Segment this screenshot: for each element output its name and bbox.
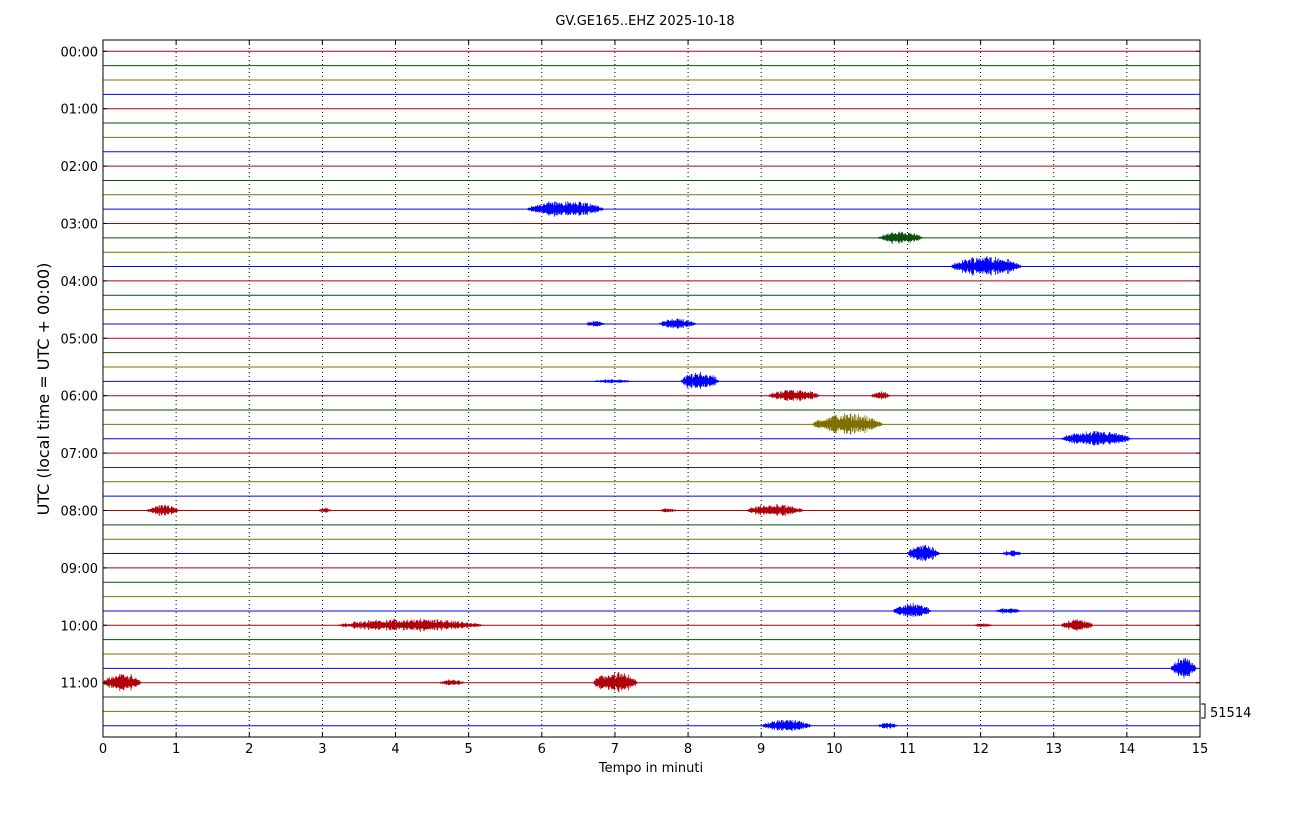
x-tick-label: 11 bbox=[899, 742, 916, 757]
seismic-event bbox=[659, 318, 703, 329]
chart-title: GV.GE165..EHZ 2025-10-18 bbox=[555, 14, 734, 29]
seismic-event bbox=[878, 722, 901, 729]
seismic-event bbox=[319, 507, 332, 513]
x-tick-label: 2 bbox=[245, 742, 253, 757]
scale-bracket bbox=[1201, 703, 1206, 719]
seismic-event bbox=[1171, 657, 1200, 679]
seismic-events bbox=[103, 201, 1200, 732]
seismic-event bbox=[527, 201, 616, 217]
x-tick-label: 13 bbox=[1045, 742, 1062, 757]
seismic-event bbox=[1002, 550, 1025, 557]
x-tick-label: 9 bbox=[757, 742, 765, 757]
x-tick-label: 14 bbox=[1119, 742, 1136, 757]
x-axis-label: Tempo in minuti bbox=[598, 761, 703, 776]
seismic-event bbox=[878, 231, 930, 244]
seismic-event bbox=[659, 508, 679, 513]
x-axis-ticks: 0 1 2 3 4 5 6 7 8 9 10 11 12 13 14 15 bbox=[99, 40, 1208, 757]
x-tick-label: 4 bbox=[391, 742, 399, 757]
y-tick-label: 02:00 bbox=[61, 160, 98, 175]
seismic-event bbox=[768, 389, 820, 402]
scale-label: 51514 bbox=[1210, 706, 1251, 721]
y-tick-label: 01:00 bbox=[61, 103, 98, 118]
seismic-event bbox=[871, 391, 891, 400]
seismic-event bbox=[439, 679, 465, 686]
seismic-event bbox=[995, 608, 1025, 614]
seismic-event bbox=[973, 623, 993, 627]
x-tick-label: 12 bbox=[972, 742, 989, 757]
y-tick-label: 08:00 bbox=[61, 505, 98, 520]
seismic-event bbox=[812, 413, 883, 435]
seismic-event bbox=[593, 671, 638, 693]
x-tick-label: 1 bbox=[172, 742, 180, 757]
seismic-event bbox=[1061, 431, 1142, 446]
x-tick-label: 6 bbox=[538, 742, 546, 757]
x-tick-label: 7 bbox=[611, 742, 619, 757]
seismic-traces bbox=[103, 50, 1200, 727]
vertical-grid bbox=[175, 40, 1128, 737]
y-axis-label: UTC (local time = UTC + 00:00) bbox=[34, 263, 53, 516]
seismic-event bbox=[681, 372, 725, 389]
y-tick-label: 00:00 bbox=[61, 45, 98, 60]
y-tick-label: 04:00 bbox=[61, 275, 98, 290]
x-tick-label: 0 bbox=[99, 742, 107, 757]
y-tick-label: 03:00 bbox=[61, 218, 98, 233]
y-tick-label: 10:00 bbox=[61, 619, 98, 634]
seismic-event bbox=[593, 379, 637, 384]
y-tick-label: 09:00 bbox=[61, 562, 98, 577]
x-tick-label: 3 bbox=[318, 742, 326, 757]
y-tick-label: 07:00 bbox=[61, 447, 98, 462]
seismic-event bbox=[746, 504, 804, 516]
seismic-event bbox=[337, 618, 483, 632]
x-tick-label: 10 bbox=[826, 742, 843, 757]
seismic-event bbox=[907, 544, 945, 562]
y-axis-ticks: 00:00 01:00 02:00 03:00 04:00 05:00 06:00 07:00… bbox=[61, 45, 1200, 692]
seismic-event bbox=[586, 320, 608, 327]
y-tick-label: 05:00 bbox=[61, 332, 98, 347]
seismic-event bbox=[893, 603, 937, 618]
seismic-event bbox=[951, 256, 1032, 276]
y-tick-label: 11:00 bbox=[61, 677, 98, 692]
x-tick-label: 15 bbox=[1192, 742, 1209, 757]
x-tick-label: 8 bbox=[684, 742, 692, 757]
seismic-event bbox=[1061, 619, 1093, 632]
seismic-event bbox=[761, 719, 820, 732]
seismic-event bbox=[103, 674, 142, 691]
y-tick-label: 06:00 bbox=[61, 390, 98, 405]
plot-frame bbox=[102, 39, 1201, 738]
scale-bar: 51514 bbox=[1201, 703, 1251, 721]
seismic-event bbox=[147, 504, 179, 516]
x-tick-label: 5 bbox=[465, 742, 473, 757]
